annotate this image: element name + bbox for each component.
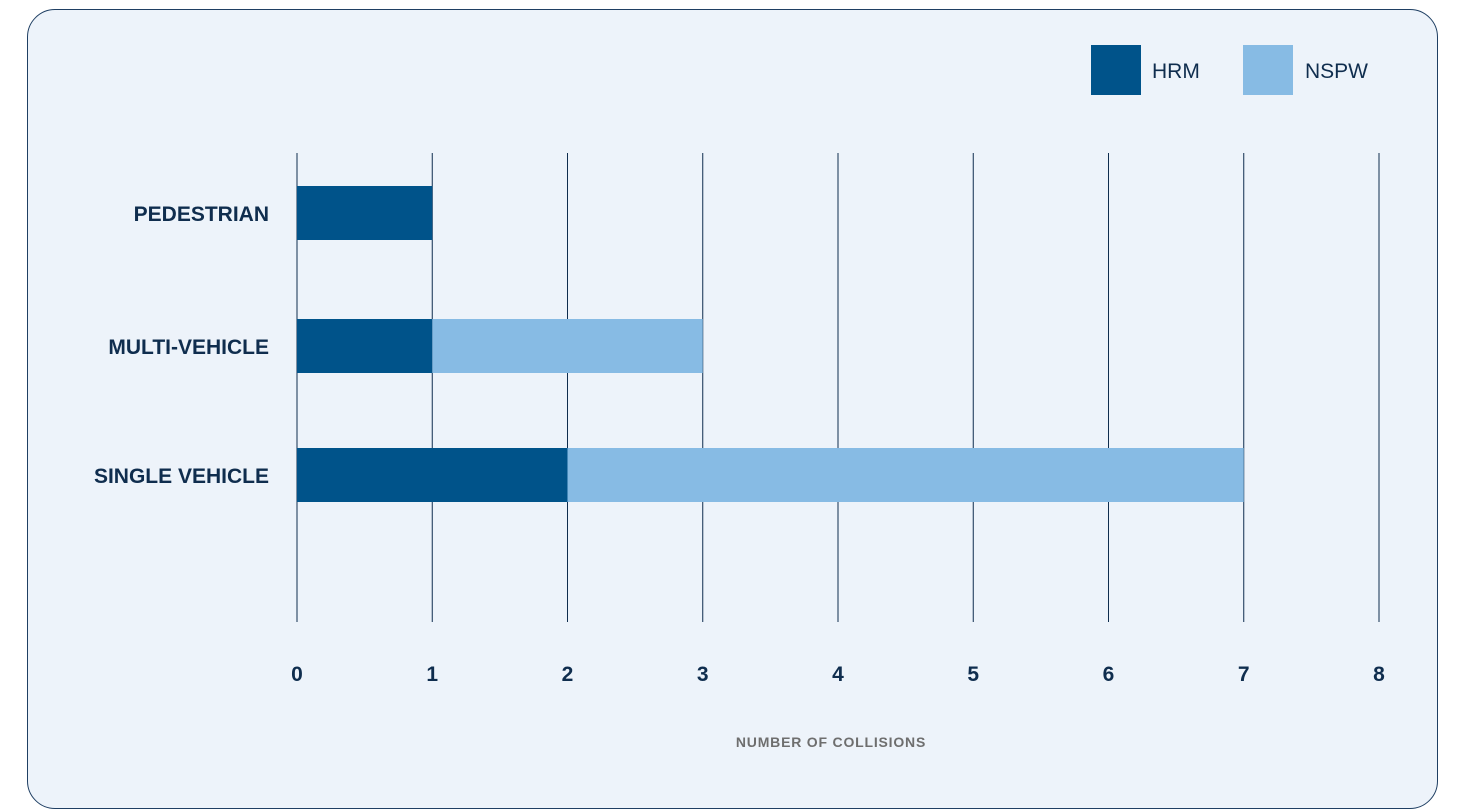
x-tick-label: 7	[1238, 663, 1250, 686]
category-label: PEDESTRIAN	[134, 203, 269, 226]
bar-nspw-multi-vehicle	[432, 319, 703, 373]
bar-hrm-multi-vehicle	[297, 319, 433, 373]
category-label: MULTI-VEHICLE	[108, 336, 269, 359]
x-tick-label: 6	[1103, 663, 1115, 686]
gridlines	[296, 153, 1380, 622]
chart-card	[27, 9, 1438, 809]
chart: PEDESTRIAN MULTI-VEHICLE SINGLE VEHICLE 0 1…	[94, 45, 1385, 750]
x-tick-labels: 0 1 2 3 4 5 6 7 8	[291, 663, 1385, 686]
bar-hrm-pedestrian	[297, 186, 433, 240]
x-tick-label: 0	[291, 663, 303, 686]
category-label: SINGLE VEHICLE	[94, 465, 269, 488]
x-axis-title: NUMBER OF COLLISIONS	[736, 734, 926, 750]
legend-swatch-nspw	[1243, 45, 1293, 95]
x-tick-label: 1	[426, 663, 438, 686]
x-tick-label: 8	[1373, 663, 1385, 686]
bars	[297, 186, 1244, 502]
legend-label-hrm: HRM	[1152, 60, 1200, 83]
x-tick-label: 4	[832, 663, 844, 686]
x-tick-label: 2	[562, 663, 574, 686]
bar-nspw-single-vehicle	[567, 448, 1244, 502]
x-tick-label: 5	[967, 663, 979, 686]
legend-label-nspw: NSPW	[1305, 60, 1368, 83]
category-labels: PEDESTRIAN MULTI-VEHICLE SINGLE VEHICLE	[94, 203, 269, 488]
bar-hrm-single-vehicle	[297, 448, 568, 502]
legend: HRM NSPW	[1091, 45, 1368, 95]
legend-swatch-hrm	[1091, 45, 1141, 95]
x-tick-label: 3	[697, 663, 709, 686]
